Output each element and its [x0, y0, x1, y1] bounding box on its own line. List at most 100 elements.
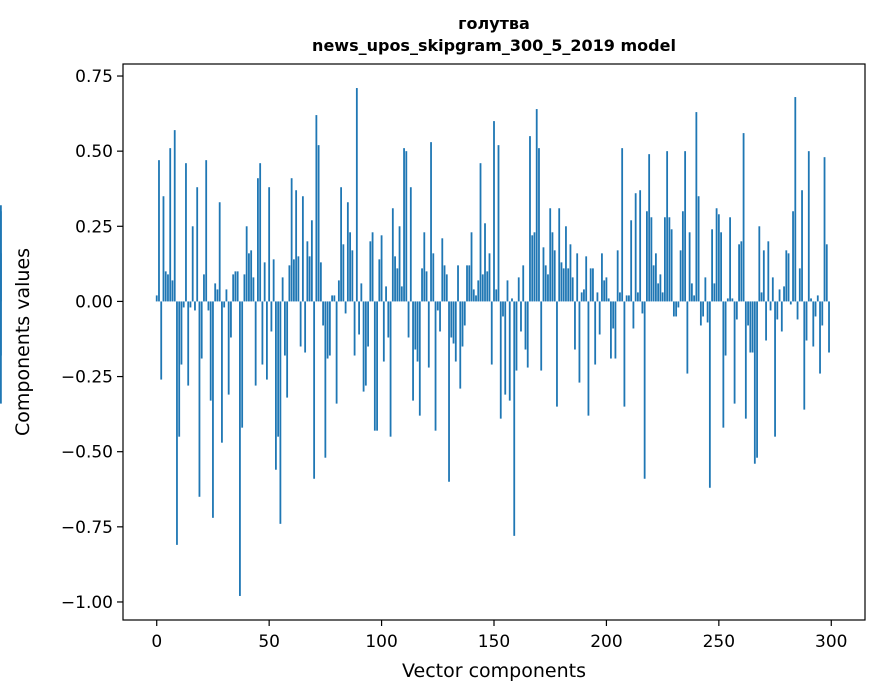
bar	[540, 301, 543, 371]
x-tick-label: 100	[365, 632, 397, 652]
bar	[668, 217, 671, 302]
bar	[661, 292, 664, 302]
x-tick-label: 300	[815, 632, 847, 652]
bar	[484, 223, 486, 302]
y-tick-label: 0.00	[75, 292, 113, 312]
bar	[646, 211, 648, 302]
x-tick-label: 0	[151, 632, 162, 652]
bar	[814, 301, 817, 317]
bar	[825, 244, 828, 302]
bar	[191, 226, 194, 302]
bar	[529, 136, 531, 302]
bar	[466, 265, 468, 302]
bar	[209, 301, 212, 401]
bar	[686, 301, 689, 374]
bar	[279, 301, 282, 524]
bar	[724, 301, 727, 356]
bar	[454, 301, 457, 362]
bar	[526, 301, 529, 368]
x-tick-label: 250	[703, 632, 735, 652]
bar	[616, 250, 619, 302]
bar	[778, 289, 781, 302]
bar	[376, 301, 378, 431]
x-axis: 0 50 100 150 200 250 300	[151, 620, 847, 652]
bar	[322, 301, 325, 326]
bar	[807, 151, 810, 302]
bar	[688, 232, 691, 302]
bar	[236, 271, 239, 302]
bar	[558, 208, 561, 302]
bar	[776, 301, 779, 320]
bar	[391, 208, 394, 302]
bar	[605, 277, 608, 302]
bar	[522, 265, 525, 302]
bar	[549, 208, 552, 302]
bar	[207, 301, 210, 311]
bar	[324, 301, 327, 458]
bar	[722, 301, 725, 428]
y-tick-label: −1.00	[61, 593, 113, 613]
bar	[232, 274, 235, 302]
bar	[535, 109, 538, 302]
bar	[421, 268, 423, 302]
bar	[780, 301, 783, 332]
bar	[562, 268, 565, 302]
bar	[360, 283, 363, 302]
bar	[472, 289, 475, 302]
y-axis-label: Components values	[12, 248, 34, 436]
bar	[203, 274, 205, 302]
bar	[749, 301, 752, 353]
bar	[187, 301, 190, 386]
bar	[333, 295, 336, 302]
y-tick-label: 0.50	[75, 142, 113, 162]
bar	[427, 301, 430, 368]
bar	[328, 301, 331, 356]
bar	[463, 301, 466, 326]
bar	[789, 301, 792, 305]
bar	[223, 301, 226, 308]
bar	[369, 241, 372, 302]
bar	[272, 259, 275, 302]
bar	[448, 301, 450, 482]
bar	[180, 301, 183, 365]
bar	[767, 241, 770, 302]
bar	[639, 190, 642, 302]
bar	[625, 295, 628, 302]
bar	[477, 280, 480, 302]
bar	[810, 298, 812, 302]
bar	[254, 301, 257, 386]
bar	[436, 301, 439, 311]
bar	[185, 163, 187, 302]
bar	[441, 238, 444, 302]
bar	[481, 274, 484, 302]
bar	[798, 268, 801, 302]
bar	[0, 253, 2, 302]
bar	[612, 301, 615, 329]
bar	[407, 301, 410, 338]
bar	[681, 211, 684, 302]
bar	[299, 301, 302, 347]
bar	[672, 301, 675, 317]
bar	[268, 187, 271, 302]
bar	[439, 301, 441, 332]
bar	[589, 268, 592, 302]
bar	[499, 301, 502, 419]
bar	[663, 217, 666, 302]
bar	[679, 250, 682, 302]
bar	[173, 130, 176, 302]
bar	[515, 301, 518, 371]
bar	[400, 286, 403, 302]
bar	[418, 301, 421, 416]
bar	[740, 241, 743, 302]
bar	[319, 262, 322, 302]
bar	[571, 277, 574, 302]
bar	[508, 301, 511, 401]
bar	[792, 211, 794, 302]
bar	[587, 301, 590, 416]
chart-title: голутва	[458, 14, 530, 33]
bar	[389, 301, 392, 437]
bar	[167, 274, 169, 302]
bar	[580, 292, 583, 302]
bar	[373, 301, 376, 431]
bar	[610, 301, 612, 359]
